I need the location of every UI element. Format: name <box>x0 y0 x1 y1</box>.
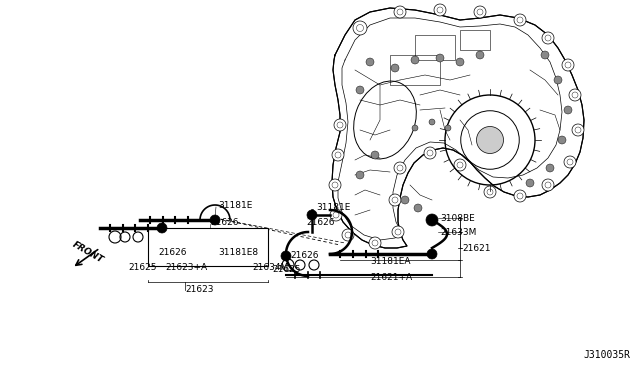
Circle shape <box>445 125 451 131</box>
Circle shape <box>514 14 526 26</box>
Text: 31181EA: 31181EA <box>370 257 410 266</box>
Text: 21626: 21626 <box>210 218 239 227</box>
Text: 3108BE: 3108BE <box>440 214 475 222</box>
Text: 21633M: 21633M <box>440 228 476 237</box>
Circle shape <box>456 58 464 66</box>
Circle shape <box>427 249 437 259</box>
Circle shape <box>307 210 317 220</box>
Circle shape <box>366 58 374 66</box>
Circle shape <box>391 64 399 72</box>
Bar <box>148 228 268 266</box>
Text: 21626: 21626 <box>158 247 186 257</box>
Text: 21621+A: 21621+A <box>370 273 412 282</box>
Text: 21625: 21625 <box>272 266 301 275</box>
Circle shape <box>330 209 342 221</box>
Circle shape <box>542 179 554 191</box>
Circle shape <box>541 51 549 59</box>
Bar <box>460 30 490 50</box>
Circle shape <box>332 149 344 161</box>
Text: 21626: 21626 <box>306 218 335 227</box>
Circle shape <box>356 86 364 94</box>
Circle shape <box>342 229 354 241</box>
Text: J310035R: J310035R <box>583 350 630 360</box>
Circle shape <box>412 125 418 131</box>
Circle shape <box>369 237 381 249</box>
Circle shape <box>484 186 496 198</box>
Text: 21623+A: 21623+A <box>165 263 207 273</box>
Circle shape <box>562 59 574 71</box>
Circle shape <box>353 21 367 35</box>
Circle shape <box>546 164 554 172</box>
Circle shape <box>436 54 444 62</box>
Circle shape <box>476 51 484 59</box>
Circle shape <box>356 171 364 179</box>
Circle shape <box>424 147 436 159</box>
Circle shape <box>558 136 566 144</box>
Circle shape <box>554 76 562 84</box>
Circle shape <box>392 226 404 238</box>
Text: 31181E: 31181E <box>218 201 252 209</box>
Circle shape <box>474 6 486 18</box>
Text: 21625: 21625 <box>128 263 157 273</box>
Bar <box>390 55 440 85</box>
Circle shape <box>394 6 406 18</box>
Text: 21634M: 21634M <box>252 263 288 273</box>
Circle shape <box>526 179 534 187</box>
Circle shape <box>401 196 409 204</box>
Text: 31181E: 31181E <box>316 202 350 212</box>
Circle shape <box>477 126 504 154</box>
Circle shape <box>569 89 581 101</box>
Text: 21623: 21623 <box>185 285 214 295</box>
Circle shape <box>542 32 554 44</box>
Bar <box>415 35 455 60</box>
Circle shape <box>564 106 572 114</box>
Circle shape <box>411 56 419 64</box>
Text: 21621: 21621 <box>462 244 490 253</box>
Text: 21626: 21626 <box>290 250 319 260</box>
Circle shape <box>371 151 379 159</box>
Circle shape <box>389 194 401 206</box>
Circle shape <box>394 162 406 174</box>
Text: 31181E8: 31181E8 <box>218 247 258 257</box>
Circle shape <box>454 159 466 171</box>
Circle shape <box>281 251 291 261</box>
Circle shape <box>429 119 435 125</box>
Circle shape <box>334 119 346 131</box>
Circle shape <box>210 215 220 225</box>
Circle shape <box>426 214 438 226</box>
Circle shape <box>572 124 584 136</box>
Text: FRONT: FRONT <box>71 240 105 264</box>
Circle shape <box>414 204 422 212</box>
Polygon shape <box>332 8 584 248</box>
Circle shape <box>514 190 526 202</box>
Circle shape <box>329 179 341 191</box>
Circle shape <box>434 4 446 16</box>
Circle shape <box>564 156 576 168</box>
Circle shape <box>157 223 167 233</box>
